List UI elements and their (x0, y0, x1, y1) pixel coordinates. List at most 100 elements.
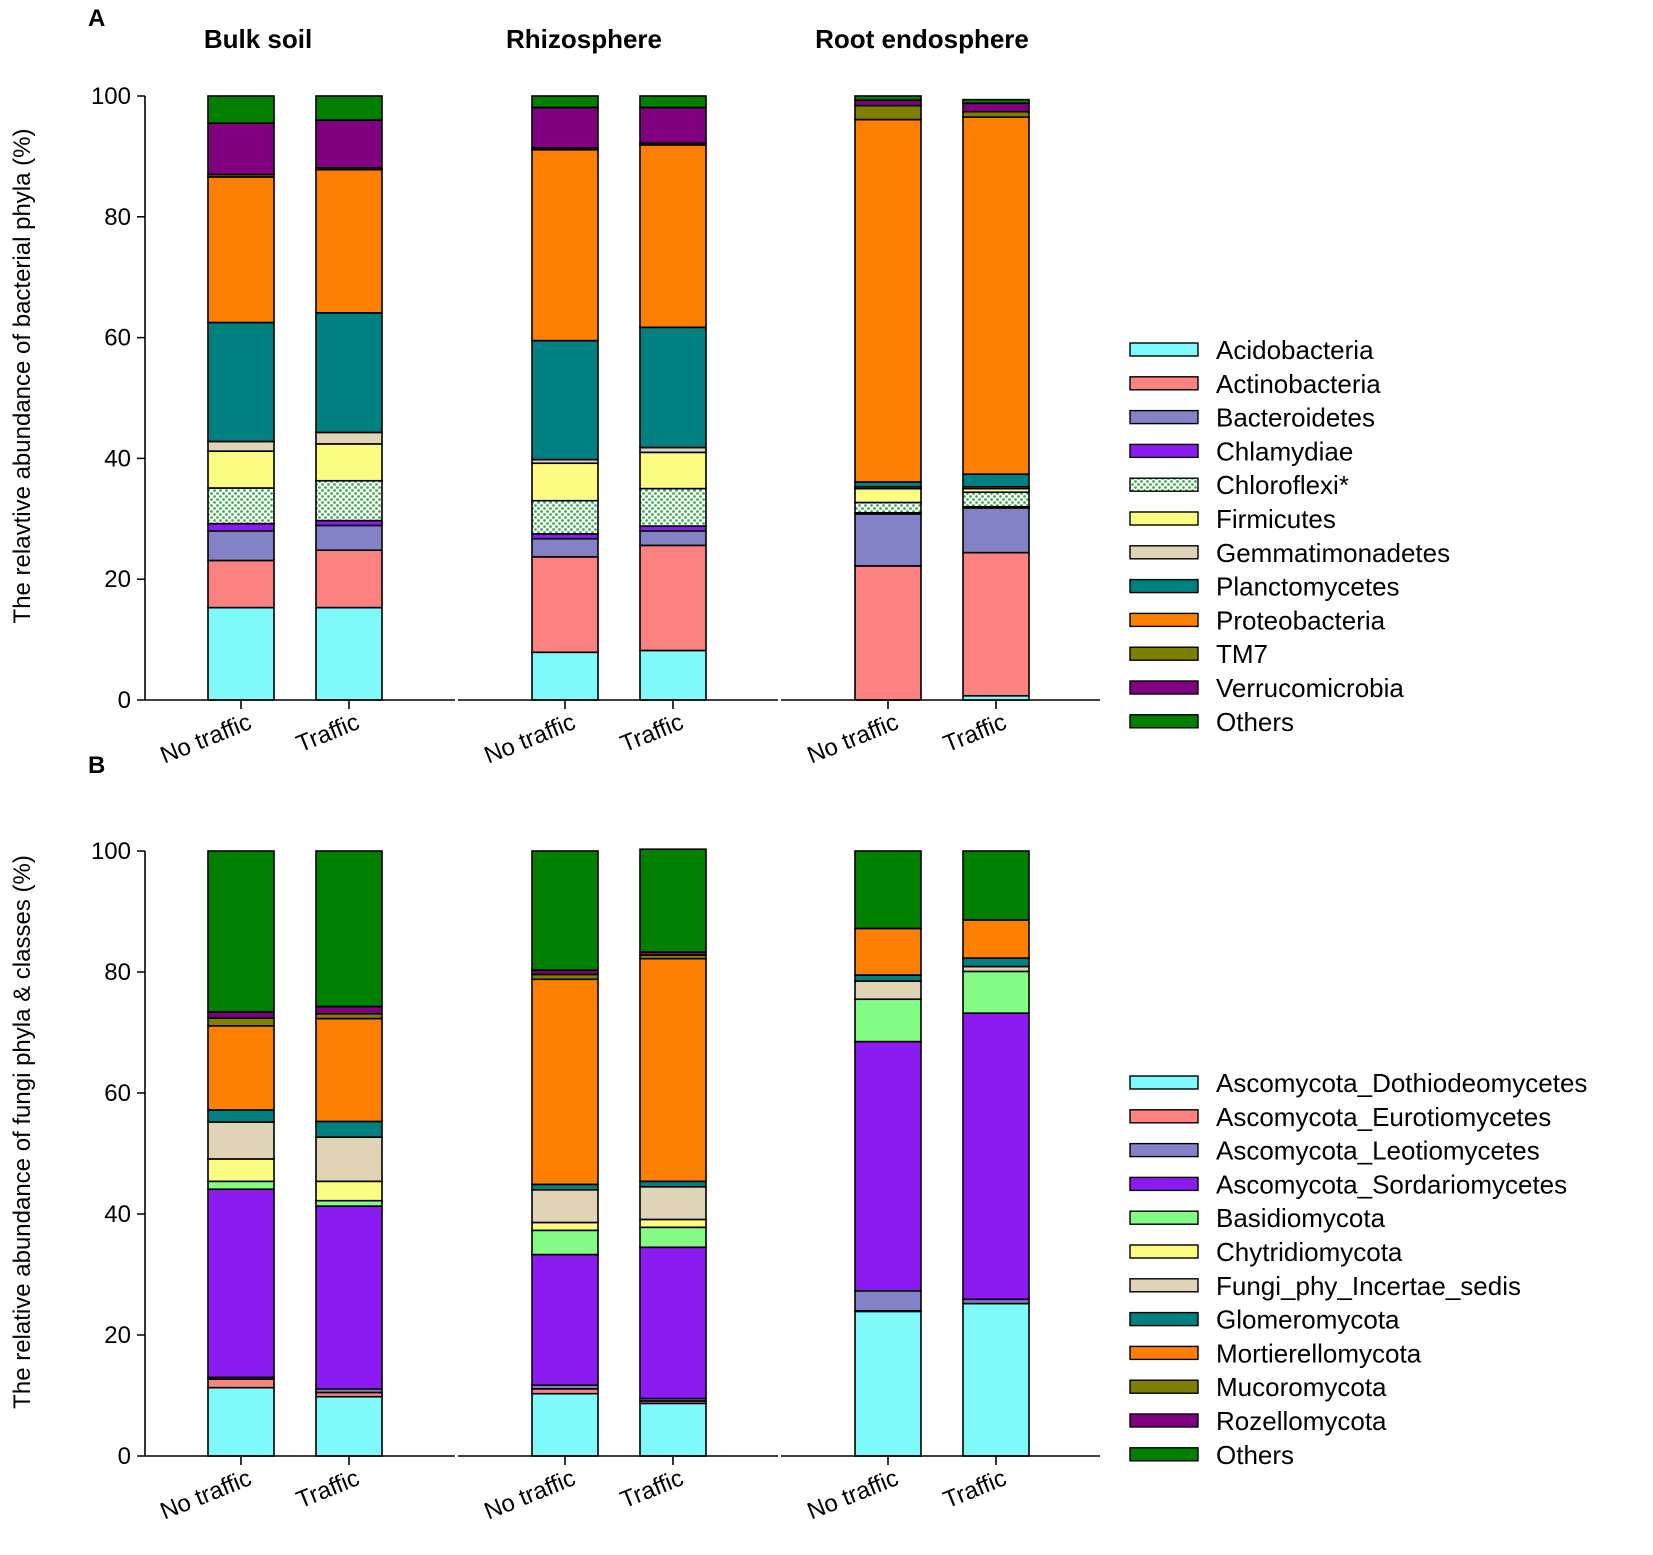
panel-letter-b: B (88, 752, 105, 779)
bar-segment-others (207, 95, 275, 124)
legend-fungi: Ascomycota_Dothiodeomycetes Ascomycota_Eu… (1129, 1068, 1587, 1470)
legend-label: Gemmatimonadetes (1216, 538, 1450, 568)
bar-segment-ascomycota-eurotiomycetes (207, 1378, 275, 1389)
legend-swatch (1129, 680, 1199, 695)
group-title-bulk-soil: Bulk soil (204, 24, 312, 54)
legend-item-acidobacteria: Acidobacteria (1129, 335, 1374, 365)
legend-item-planctomycetes: Planctomycetes (1129, 572, 1400, 602)
legend-label: Others (1216, 707, 1294, 737)
legend-item-mucoromycota: Mucoromycota (1129, 1372, 1387, 1402)
legend-label: Others (1216, 1440, 1294, 1470)
bar-segment-actinobacteria (315, 549, 383, 609)
bar-segment-others (639, 848, 707, 953)
bar-stack-5 (854, 95, 922, 701)
legend-label: Rozellomycota (1216, 1406, 1387, 1436)
y-axis-label-fungal: The relative abundance of fungi phyla & … (9, 855, 36, 1409)
legend-label: Mortierellomycota (1216, 1338, 1422, 1368)
panel-letter-a: A (88, 5, 105, 32)
bar-segment-chloroflexi (962, 491, 1030, 508)
legend-item-bacteroidetes: Bacteroidetes (1129, 403, 1375, 433)
x-category-label: Traffic (617, 1465, 688, 1515)
bar-segment-bacteroidetes (962, 507, 1030, 554)
bar-segment-bacteroidetes (639, 530, 707, 547)
legend-item-verrucomicrobia: Verrucomicrobia (1129, 673, 1404, 703)
x-category-label: Traffic (293, 1465, 364, 1515)
legend-label: Fungi_phy_Incertae_sedis (1216, 1271, 1521, 1301)
bar-segment-chloroflexi (639, 487, 707, 527)
bar-segment-actinobacteria (207, 559, 275, 609)
bar-segment-glomeromycota (207, 1109, 275, 1123)
axes-a (144, 96, 1100, 709)
bars-b (207, 848, 1030, 1457)
legend-label: Acidobacteria (1216, 335, 1374, 365)
bar-segment-bacteroidetes (207, 530, 275, 562)
bar-segment-chytridiomycota (315, 1180, 383, 1202)
bar-segment-fungi-phy-incertae-sedis (531, 1189, 599, 1224)
bar-segment-ascomycota-leotiomycetes (854, 1290, 922, 1312)
bar-segment-glomeromycota (854, 974, 922, 982)
bar-segment-mortierellomycota (315, 1017, 383, 1123)
bar-segment-others (315, 850, 383, 1008)
bar-segment-basidiomycota (207, 1180, 275, 1190)
legend-swatch (1129, 646, 1199, 661)
bar-segment-bacteroidetes (854, 513, 922, 567)
legend-label: Bacteroidetes (1216, 403, 1375, 433)
legend-item-actinobacteria: Actinobacteria (1129, 369, 1381, 399)
bar-segment-basidiomycota (854, 998, 922, 1043)
bar-segment-ascomycota-dothiodeomycetes (962, 1302, 1030, 1457)
x-axis-labels-a: No traffic Traffic No traffic Traffic No tra… (157, 709, 1011, 770)
legend-swatch (1129, 1447, 1199, 1462)
legend-swatch (1129, 1075, 1199, 1090)
bar-segment-verrucomicrobia (315, 119, 383, 169)
legend-item-chloroflexi: Chloroflexi* (1129, 470, 1349, 500)
legend-swatch (1129, 1176, 1199, 1192)
bar-segment-proteobacteria (207, 176, 275, 324)
bar-segment-verrucomicrobia (639, 106, 707, 144)
bar-segment-others (207, 850, 275, 1013)
bar-segment-mortierellomycota (962, 919, 1030, 959)
bar-segment-ascomycota-sordariomycetes (639, 1246, 707, 1400)
bar-segment-others (854, 95, 922, 102)
bar-segment-verrucomicrobia (854, 99, 922, 107)
legend-item-others: Others (1129, 1440, 1294, 1470)
bar-segment-chytridiomycota (639, 1218, 707, 1229)
bar-segment-ascomycota-dothiodeomycetes (315, 1395, 383, 1457)
bar-segment-chlamydiae (207, 522, 275, 532)
legend-item-chlamydiae: Chlamydiae (1129, 436, 1353, 466)
legend-swatch (1129, 1311, 1199, 1327)
bar-segment-actinobacteria (854, 565, 922, 701)
bar-segment-glomeromycota (531, 1183, 599, 1191)
legend-swatch (1129, 714, 1199, 729)
bar-segment-basidiomycota (315, 1199, 383, 1207)
bar-segment-ascomycota-sordariomycetes (854, 1040, 922, 1292)
y-tick-label: 0 (118, 1443, 131, 1470)
bar-segment-chloroflexi (315, 479, 383, 522)
legend-label: TM7 (1216, 639, 1268, 669)
legend-label: Ascomycota_Eurotiomycetes (1216, 1102, 1551, 1132)
legend-swatch (1129, 578, 1199, 594)
legend-label: Proteobacteria (1216, 605, 1386, 635)
bar-segment-actinobacteria (639, 544, 707, 652)
x-category-label: Traffic (293, 709, 364, 759)
legend-item-basidiomycota: Basidiomycota (1129, 1203, 1386, 1233)
y-tick-label: 60 (104, 325, 131, 352)
bar-segment-verrucomicrobia (531, 106, 599, 149)
bar-segment-ascomycota-sordariomycetes (531, 1253, 599, 1387)
bar-stack-2 (315, 850, 383, 1457)
bar-stack-4 (639, 95, 707, 701)
y-tick-label: 40 (104, 1201, 131, 1228)
bar-segment-proteobacteria (854, 118, 922, 483)
bar-segment-mortierellomycota (639, 957, 707, 1183)
bar-stack-6 (962, 850, 1030, 1457)
x-category-label: No traffic (804, 1465, 903, 1526)
bar-segment-fungi-phy-incertae-sedis (639, 1185, 707, 1221)
y-axis-label-bacterial: The relavtive abundance of bacterial phy… (9, 129, 36, 624)
bar-segment-verrucomicrobia (207, 122, 275, 176)
bar-segment-acidobacteria (315, 606, 383, 701)
group-title-root-endosphere: Root endosphere (815, 24, 1029, 54)
bar-segment-proteobacteria (315, 168, 383, 314)
bar-segment-fungi-phy-incertae-sedis (315, 1136, 383, 1183)
y-tick-label: 0 (118, 687, 131, 714)
bar-segment-chytridiomycota (531, 1221, 599, 1232)
bar-segment-others (962, 98, 1030, 105)
